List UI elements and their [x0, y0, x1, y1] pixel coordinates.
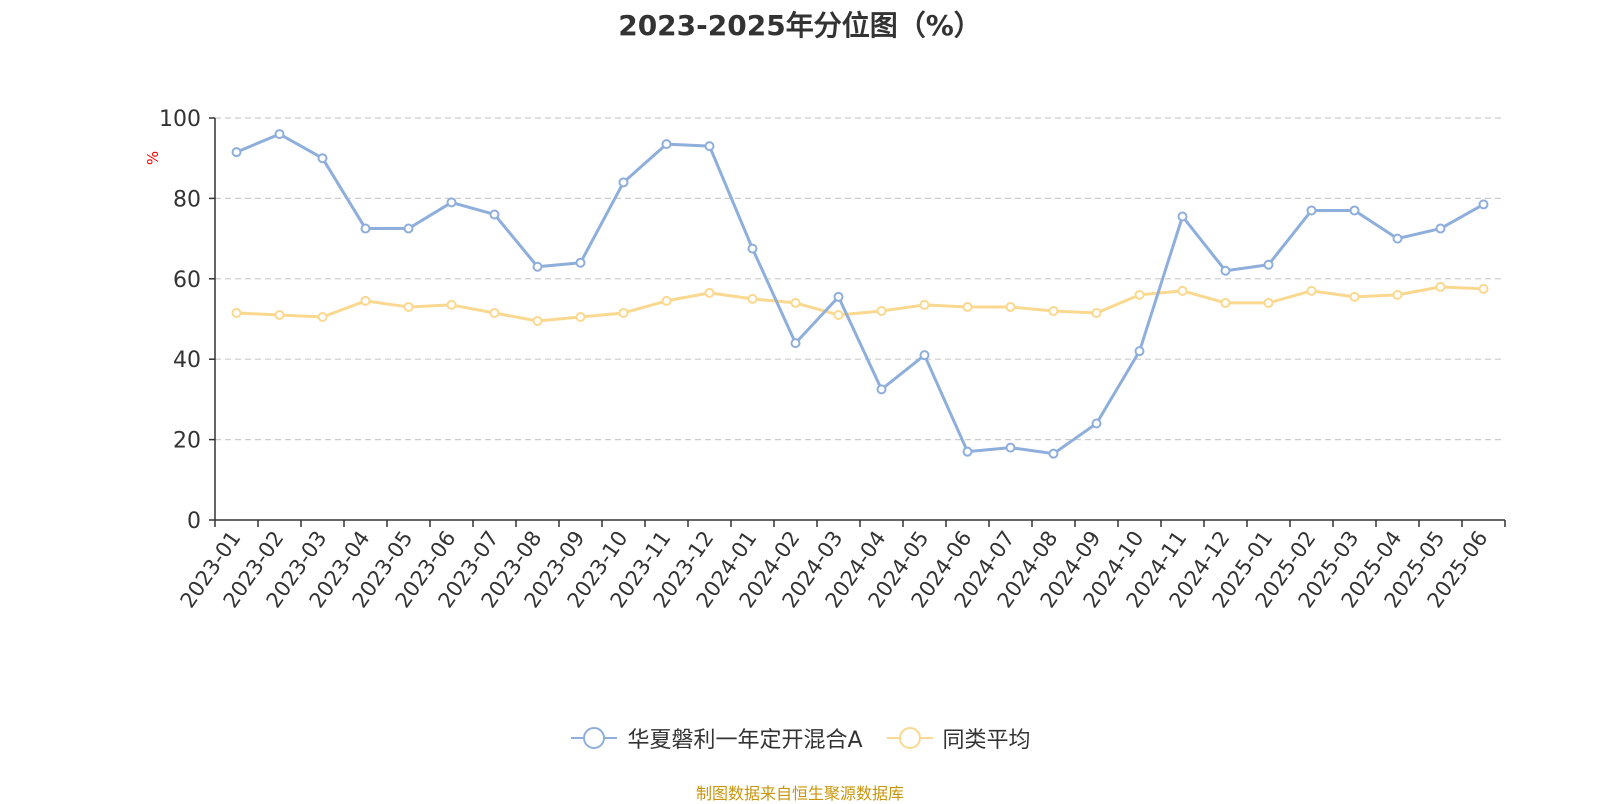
- data-point-fund[interactable]: [403, 223, 414, 234]
- data-point-fund[interactable]: [1134, 346, 1145, 357]
- data-point-average[interactable]: [1177, 285, 1188, 296]
- data-point-average[interactable]: [1306, 285, 1317, 296]
- data-point-average[interactable]: [962, 301, 973, 312]
- data-point-fund[interactable]: [317, 153, 328, 164]
- data-point-average[interactable]: [231, 307, 242, 318]
- data-point-average[interactable]: [1478, 283, 1489, 294]
- grid-lines: [215, 117, 1505, 441]
- legend-label-average: 同类平均: [942, 728, 1031, 753]
- y-tick-labels: 0 20 40 60 80 100: [159, 107, 201, 534]
- data-point-average[interactable]: [618, 307, 629, 318]
- data-point-average[interactable]: [1263, 297, 1274, 308]
- data-point-average[interactable]: [1220, 297, 1231, 308]
- data-point-fund[interactable]: [446, 197, 457, 208]
- y-tick-label: 0: [187, 509, 201, 534]
- data-point-fund[interactable]: [1478, 199, 1489, 210]
- data-point-fund[interactable]: [1349, 205, 1360, 216]
- legend-item-fund[interactable]: 华夏磐利一年定开混合A: [569, 722, 863, 754]
- data-point-fund[interactable]: [1048, 448, 1059, 459]
- data-point-fund[interactable]: [1091, 418, 1102, 429]
- data-point-fund[interactable]: [1177, 211, 1188, 222]
- data-point-average[interactable]: [833, 309, 844, 320]
- data-point-fund[interactable]: [1005, 442, 1016, 453]
- data-point-fund[interactable]: [919, 350, 930, 361]
- legend-marker-fund: [571, 727, 618, 749]
- data-point-fund[interactable]: [833, 291, 844, 302]
- chart-title: 2023-2025年分位图（%）: [618, 9, 982, 42]
- data-point-fund[interactable]: [661, 139, 672, 150]
- axes: [209, 117, 1506, 527]
- data-point-fund[interactable]: [704, 141, 715, 152]
- y-tick-label: 60: [173, 268, 201, 293]
- data-point-fund[interactable]: [274, 129, 285, 140]
- data-point-fund[interactable]: [962, 446, 973, 457]
- data-point-fund[interactable]: [1392, 233, 1403, 244]
- data-point-average[interactable]: [876, 305, 887, 316]
- data-point-fund[interactable]: [231, 147, 242, 158]
- legend-label-fund: 华夏磐利一年定开混合A: [627, 728, 863, 753]
- data-point-fund[interactable]: [747, 243, 758, 254]
- data-point-average[interactable]: [274, 309, 285, 320]
- data-point-average[interactable]: [532, 316, 543, 327]
- y-tick-label: 100: [159, 107, 201, 132]
- data-point-fund[interactable]: [876, 384, 887, 395]
- data-point-fund[interactable]: [1263, 259, 1274, 270]
- legend-item-average[interactable]: 同类平均: [885, 722, 1031, 754]
- data-point-fund[interactable]: [1220, 265, 1231, 276]
- legend-marker-average: [886, 727, 933, 749]
- data-point-average[interactable]: [1392, 289, 1403, 300]
- data-point-average[interactable]: [1349, 291, 1360, 302]
- series-line-fund: [235, 132, 1485, 456]
- data-point-average[interactable]: [403, 301, 414, 312]
- y-tick-label: 80: [173, 187, 201, 212]
- data-point-average[interactable]: [704, 287, 715, 298]
- data-point-average[interactable]: [919, 299, 930, 310]
- data-point-average[interactable]: [747, 293, 758, 304]
- y-tick-label: 40: [173, 348, 201, 373]
- data-point-fund[interactable]: [532, 261, 543, 272]
- data-point-average[interactable]: [360, 295, 371, 306]
- data-point-fund[interactable]: [489, 209, 500, 220]
- data-point-fund[interactable]: [618, 177, 629, 188]
- source-note: 制图数据来自恒生聚源数据库: [695, 784, 904, 803]
- data-point-fund[interactable]: [790, 338, 801, 349]
- series-line-average: [236, 285, 1484, 323]
- data-point-average[interactable]: [1048, 305, 1059, 316]
- y-axis-label: %: [144, 151, 162, 165]
- data-point-fund[interactable]: [1435, 223, 1446, 234]
- data-point-average[interactable]: [317, 311, 328, 322]
- data-point-fund[interactable]: [1306, 205, 1317, 216]
- x-tick-labels: 2023-012023-022023-032023-042023-052023-…: [176, 527, 1493, 613]
- data-point-fund[interactable]: [360, 223, 371, 234]
- data-point-average[interactable]: [1005, 301, 1016, 312]
- data-point-average[interactable]: [1435, 281, 1446, 292]
- data-point-fund[interactable]: [575, 257, 586, 268]
- y-tick-label: 20: [173, 429, 201, 454]
- data-point-average[interactable]: [661, 295, 672, 306]
- data-point-average[interactable]: [446, 299, 457, 310]
- legend: 华夏磐利一年定开混合A 同类平均: [0, 722, 1600, 754]
- data-point-average[interactable]: [489, 307, 500, 318]
- data-point-average[interactable]: [1134, 289, 1145, 300]
- data-point-average[interactable]: [790, 297, 801, 308]
- data-point-average[interactable]: [1091, 307, 1102, 318]
- data-point-average[interactable]: [575, 311, 586, 322]
- series-lines: [231, 129, 1489, 459]
